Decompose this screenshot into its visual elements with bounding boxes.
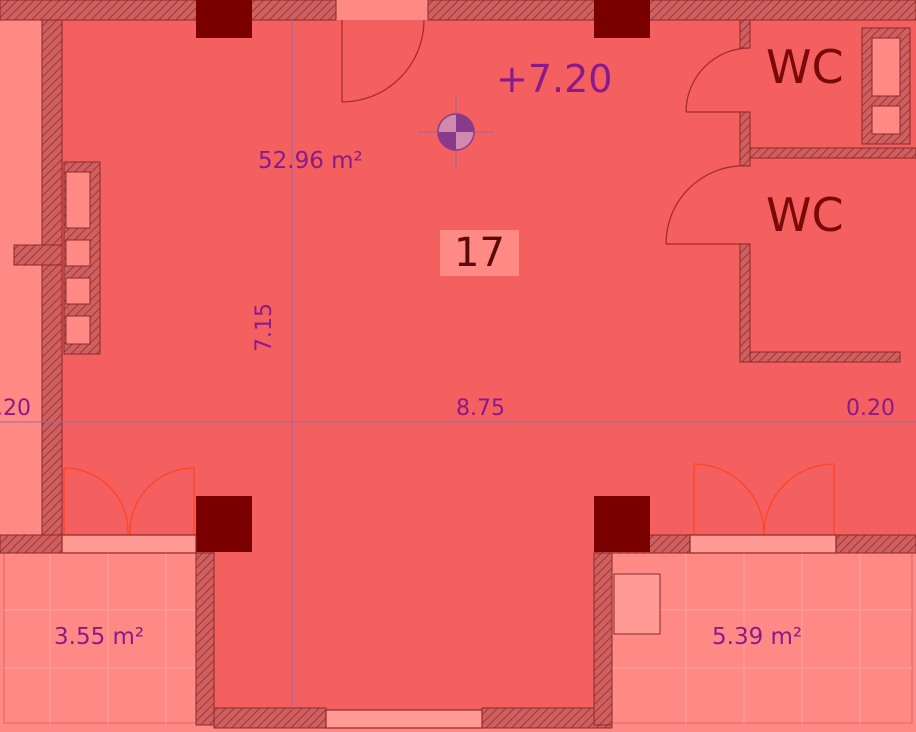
dimension-lines (0, 20, 916, 710)
corridor-floor (214, 535, 612, 710)
dimension-width: 8.75 (456, 396, 505, 421)
main-area-label: 52.96 m² (258, 148, 363, 174)
wc-room-lower (750, 158, 900, 352)
columns (196, 0, 650, 552)
dimension-height: 7.15 (252, 303, 277, 352)
elevation-marker-icon (418, 94, 494, 170)
elevation-label: +7.20 (496, 57, 613, 101)
balcony-left-area-label: 3.55 m² (54, 624, 145, 650)
wc-label-lower: WC (766, 188, 844, 242)
dimension-wall-right: 0.20 (846, 396, 895, 421)
doors (61, 19, 837, 729)
balcony-left (3, 552, 197, 724)
room-number: 17 (440, 230, 519, 276)
shafts (65, 37, 901, 345)
wc-label-upper: WC (766, 40, 844, 94)
left-room (0, 0, 42, 535)
balcony-right-area-label: 5.39 m² (712, 624, 803, 650)
dimension-wall-left: .20 (0, 396, 31, 421)
